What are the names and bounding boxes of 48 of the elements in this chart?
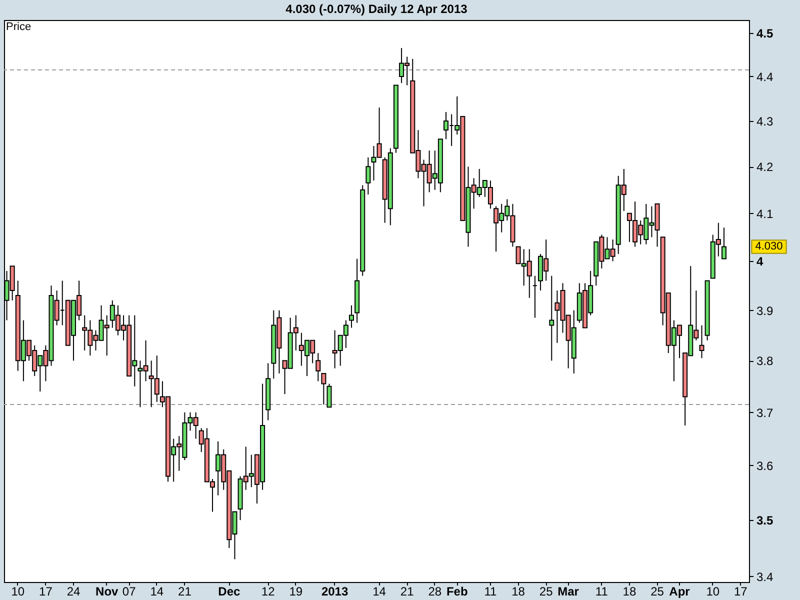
x-tick-label: 28 [428, 584, 442, 598]
x-tick-label: 10 [11, 584, 25, 598]
candlestick [721, 227, 726, 260]
x-tick-label: 17 [734, 584, 748, 598]
y-axis-title: Price [6, 21, 32, 33]
x-tick-label: Feb [446, 584, 468, 598]
y-tick-label: 4.5 [756, 26, 774, 40]
x-tick-label: 14 [372, 584, 386, 598]
x-tick-label: 07 [122, 584, 136, 598]
candlestick [326, 383, 332, 408]
candlestick [699, 324, 704, 359]
x-tick-label: Mar [558, 584, 580, 598]
x-tick-label: 19 [289, 584, 303, 598]
y-tick-label: 3.7 [756, 406, 774, 420]
y-tick-label: 3.5 [756, 514, 774, 528]
y-tick-label: 3.8 [756, 354, 774, 368]
candlestick [316, 352, 321, 382]
y-tick-label: 3.6 [756, 458, 774, 473]
x-tick-label: 18 [512, 584, 526, 598]
candlestick [549, 275, 554, 362]
x-tick-label: 14 [150, 584, 164, 598]
y-tick-label: 4.3 [756, 114, 774, 129]
y-tick-label: 4.1 [756, 206, 774, 221]
x-tick-label: Nov [96, 584, 119, 598]
annotation: 4.030 [755, 240, 783, 253]
x-tick-label: 17 [39, 584, 53, 598]
x-tick-label: 11 [484, 584, 498, 598]
candlestick [366, 156, 371, 196]
candlestick [348, 304, 354, 328]
y-tick-label: 4.2 [756, 160, 774, 174]
x-tick-label: 25 [650, 584, 664, 598]
x-tick-label: 11 [595, 584, 608, 598]
x-tick-label: Dec [218, 584, 240, 598]
y-tick-label: 3.4 [756, 570, 774, 584]
y-tick-label: 4.4 [756, 70, 774, 84]
x-tick-label: 12 [261, 584, 276, 598]
chart-title: 4.030 (-0.07%) Daily 12 Apr 2013 [286, 2, 468, 16]
y-tick-label: 3.9 [756, 304, 774, 318]
y-tick-label: 4 [756, 254, 764, 269]
x-tick-label: 21 [178, 584, 192, 598]
x-tick-label: 24 [66, 584, 80, 598]
x-tick-label: 25 [539, 584, 554, 598]
x-tick-label: 21 [400, 584, 414, 598]
x-tick-label: Apr [669, 584, 690, 598]
x-tick-label: 18 [622, 584, 636, 598]
x-tick-label: 10 [706, 584, 720, 598]
candlestick [321, 372, 326, 406]
x-tick-label: 2013 [321, 584, 348, 598]
